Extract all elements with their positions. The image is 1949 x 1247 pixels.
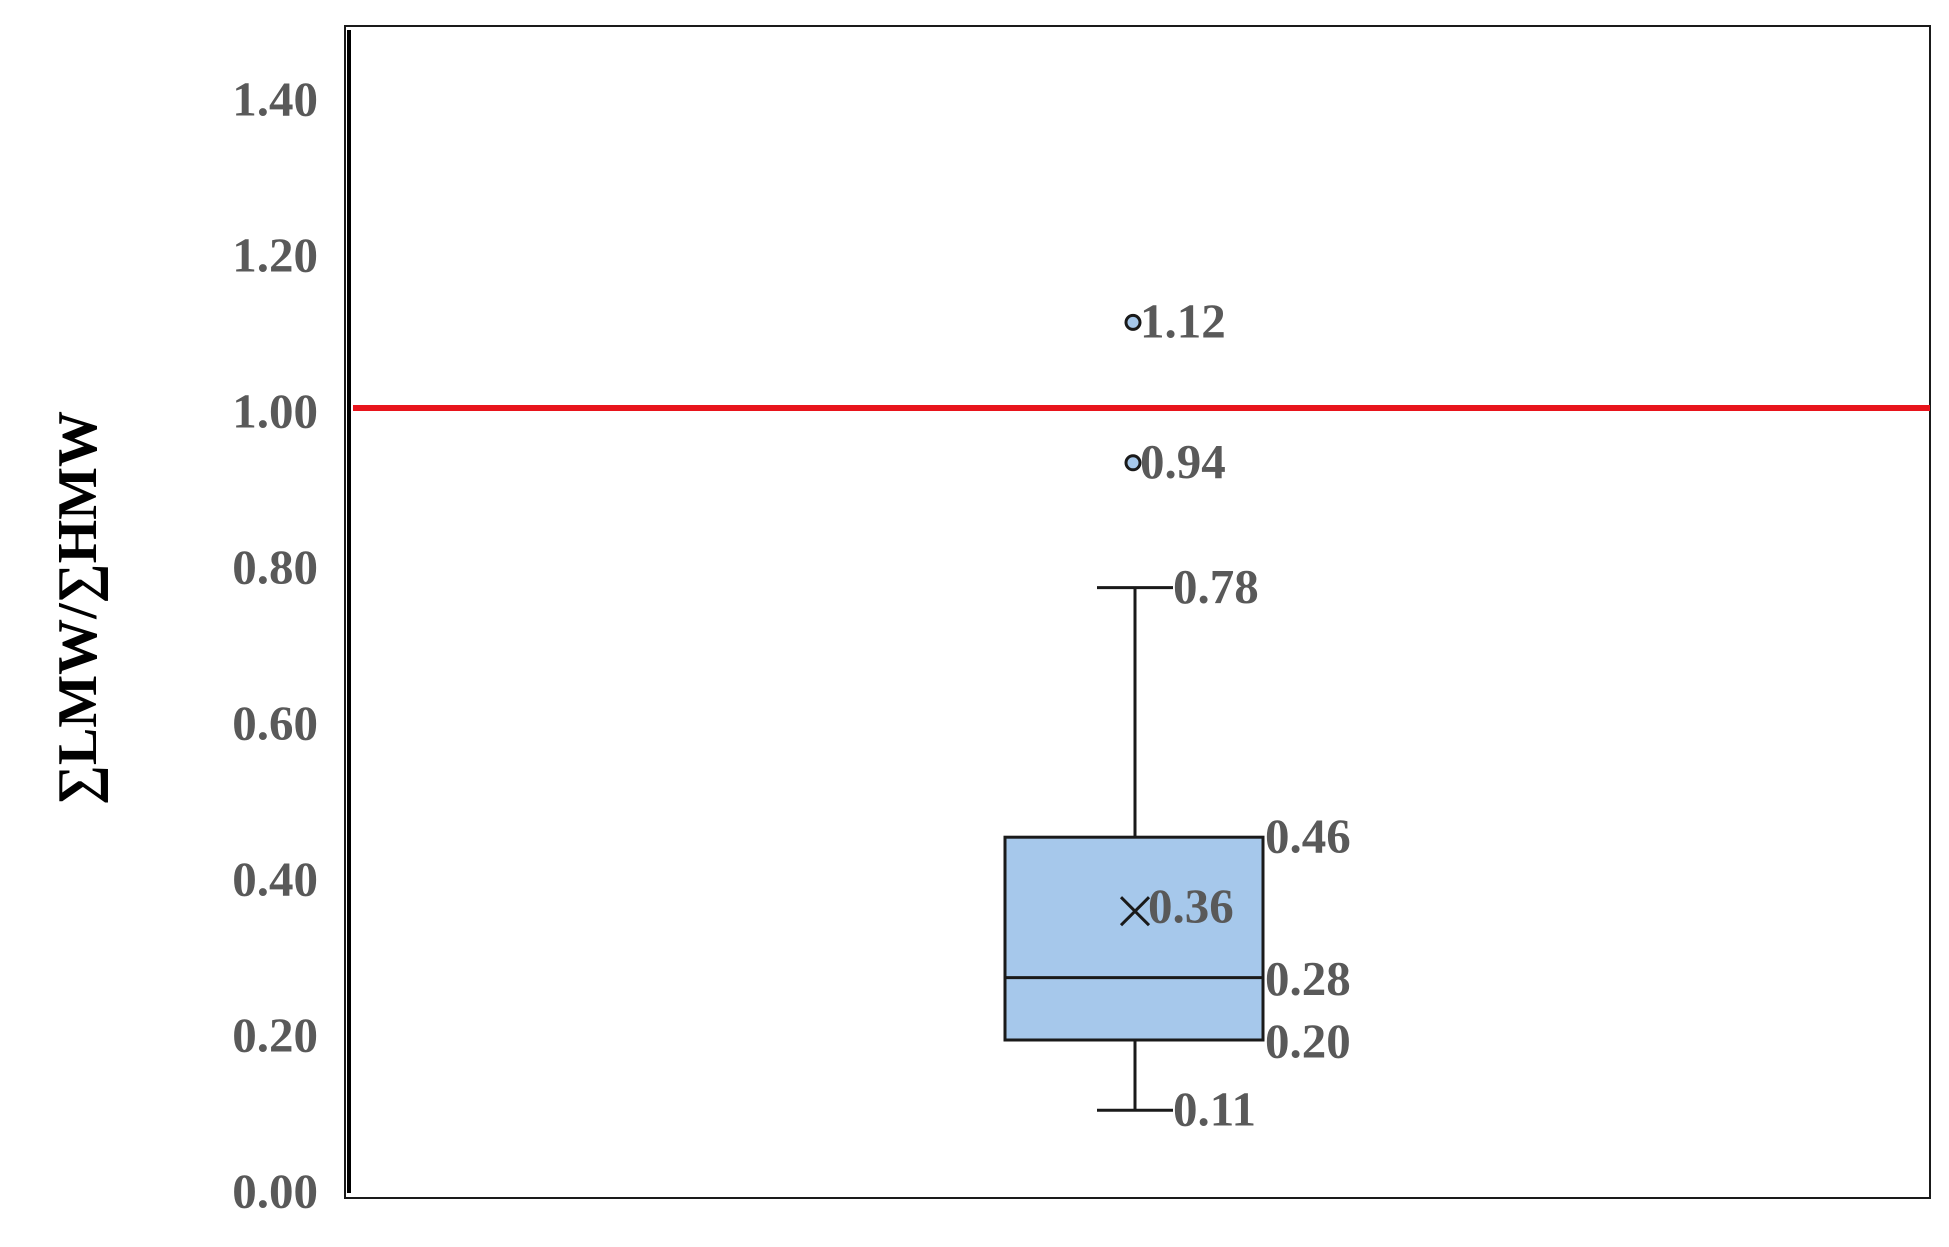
y-tick-label: 0.80	[232, 539, 318, 594]
y-tick-label: 0.60	[232, 695, 318, 750]
box-plot: 0.78 0.46 0.36 0.28 0.200.11 0.94 1.12	[1003, 294, 1351, 1136]
y-axis-label: ∑LMW/∑HMW	[47, 411, 109, 805]
y-axis-ticks: 0.00 0.20 0.40 0.60 0.80 1.00 1.20 1.40	[232, 71, 318, 1218]
y-tick-label: 1.40	[232, 71, 318, 126]
mean-marker-stroke-2	[1119, 896, 1151, 927]
interquartile-box	[1003, 835, 1265, 1042]
y-tick-label: 0.00	[232, 1163, 318, 1218]
outlier-point	[1124, 454, 1142, 472]
outlier-point	[1124, 313, 1142, 331]
y-tick-label: 1.20	[232, 227, 318, 282]
median-label: 0.28	[1265, 951, 1351, 1006]
y-tick-label: 1.00	[232, 383, 318, 438]
min-label: 0.11	[1173, 1081, 1256, 1136]
y-tick-label: 0.40	[232, 851, 318, 906]
y-tick-label: 0.20	[232, 1007, 318, 1062]
q3-label: 0.46	[1265, 808, 1351, 863]
outlier-label: 0.94	[1140, 434, 1226, 489]
outlier-label: 1.12	[1140, 294, 1226, 349]
max-label: 0.78	[1173, 559, 1259, 614]
q1-label: 0.20	[1265, 1013, 1351, 1068]
mean-label: 0.36	[1148, 878, 1234, 933]
